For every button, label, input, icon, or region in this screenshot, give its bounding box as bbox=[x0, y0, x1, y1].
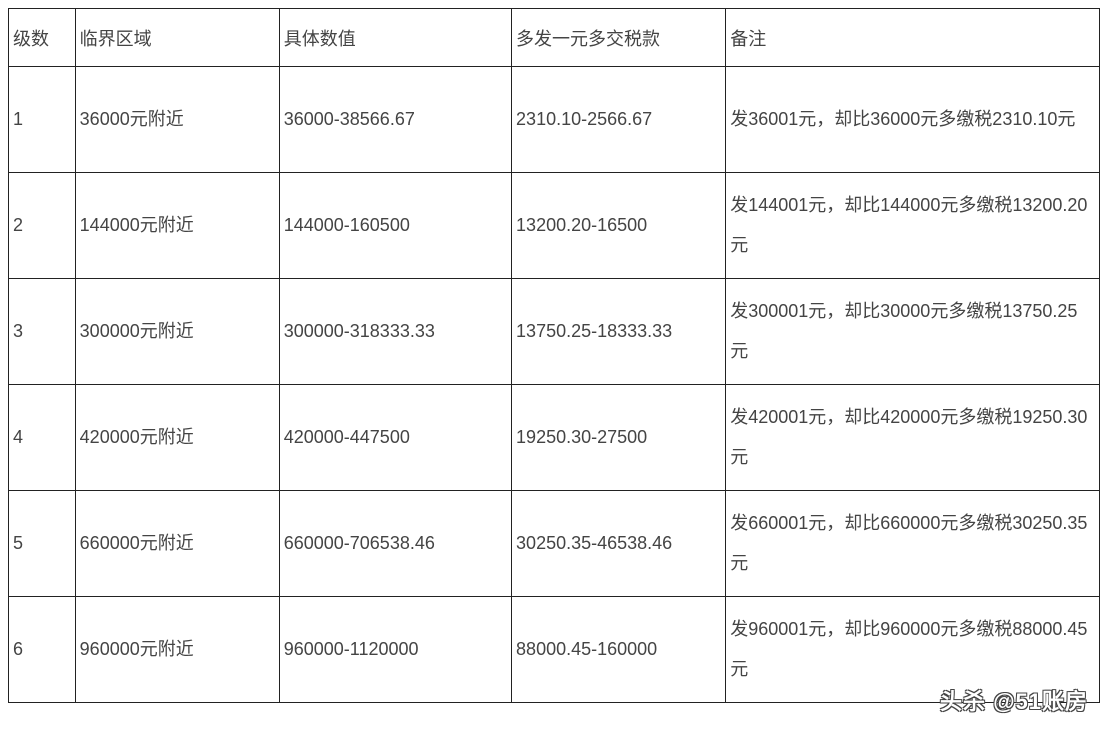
table-header-row: 级数 临界区域 具体数值 多发一元多交税款 备注 bbox=[9, 9, 1100, 67]
cell-range: 300000-318333.33 bbox=[279, 279, 511, 385]
col-header-range: 具体数值 bbox=[279, 9, 511, 67]
cell-level: 6 bbox=[9, 597, 76, 703]
cell-range: 144000-160500 bbox=[279, 173, 511, 279]
table-row: 3 300000元附近 300000-318333.33 13750.25-18… bbox=[9, 279, 1100, 385]
cell-extra-tax: 88000.45-160000 bbox=[512, 597, 726, 703]
cell-level: 1 bbox=[9, 67, 76, 173]
cell-extra-tax: 13200.20-16500 bbox=[512, 173, 726, 279]
cell-remark: 发300001元，却比30000元多缴税13750.25元 bbox=[726, 279, 1100, 385]
col-header-threshold: 临界区域 bbox=[75, 9, 279, 67]
tax-threshold-table: 级数 临界区域 具体数值 多发一元多交税款 备注 1 36000元附近 3600… bbox=[8, 8, 1100, 703]
cell-remark: 发36001元，却比36000元多缴税2310.10元 bbox=[726, 67, 1100, 173]
cell-threshold: 660000元附近 bbox=[75, 491, 279, 597]
cell-threshold: 36000元附近 bbox=[75, 67, 279, 173]
cell-remark: 发660001元，却比660000元多缴税30250.35元 bbox=[726, 491, 1100, 597]
table-row: 4 420000元附近 420000-447500 19250.30-27500… bbox=[9, 385, 1100, 491]
cell-extra-tax: 19250.30-27500 bbox=[512, 385, 726, 491]
cell-range: 660000-706538.46 bbox=[279, 491, 511, 597]
table-row: 6 960000元附近 960000-1120000 88000.45-1600… bbox=[9, 597, 1100, 703]
cell-level: 4 bbox=[9, 385, 76, 491]
cell-threshold: 420000元附近 bbox=[75, 385, 279, 491]
cell-level: 3 bbox=[9, 279, 76, 385]
cell-range: 420000-447500 bbox=[279, 385, 511, 491]
cell-extra-tax: 30250.35-46538.46 bbox=[512, 491, 726, 597]
cell-level: 5 bbox=[9, 491, 76, 597]
table-row: 1 36000元附近 36000-38566.67 2310.10-2566.6… bbox=[9, 67, 1100, 173]
cell-threshold: 300000元附近 bbox=[75, 279, 279, 385]
cell-extra-tax: 2310.10-2566.67 bbox=[512, 67, 726, 173]
cell-range: 36000-38566.67 bbox=[279, 67, 511, 173]
cell-remark: 发144001元，却比144000元多缴税13200.20元 bbox=[726, 173, 1100, 279]
watermark-text: 头杀 @51账房 bbox=[940, 684, 1088, 716]
cell-extra-tax: 13750.25-18333.33 bbox=[512, 279, 726, 385]
table-row: 2 144000元附近 144000-160500 13200.20-16500… bbox=[9, 173, 1100, 279]
col-header-extra-tax: 多发一元多交税款 bbox=[512, 9, 726, 67]
cell-remark: 发420001元，却比420000元多缴税19250.30元 bbox=[726, 385, 1100, 491]
table-row: 5 660000元附近 660000-706538.46 30250.35-46… bbox=[9, 491, 1100, 597]
col-header-remark: 备注 bbox=[726, 9, 1100, 67]
cell-level: 2 bbox=[9, 173, 76, 279]
cell-threshold: 960000元附近 bbox=[75, 597, 279, 703]
cell-range: 960000-1120000 bbox=[279, 597, 511, 703]
col-header-level: 级数 bbox=[9, 9, 76, 67]
cell-threshold: 144000元附近 bbox=[75, 173, 279, 279]
